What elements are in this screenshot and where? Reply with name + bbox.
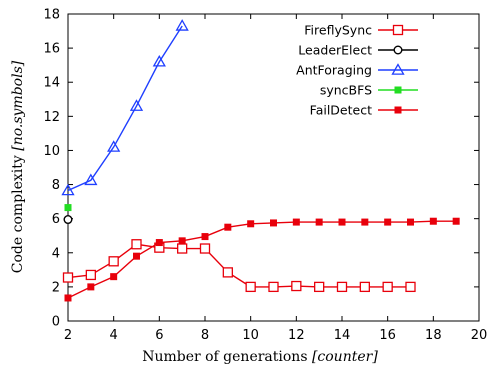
- x-axis-title-unit: [counter]: [312, 349, 378, 365]
- data-point-fireflysync: [336, 281, 348, 293]
- legend-label-fireflysync: FireflySync: [304, 23, 372, 38]
- data-point-faildetect: [201, 233, 209, 241]
- legend-label-leaderelect: LeaderElect: [298, 43, 372, 58]
- data-point-syncbfs: [64, 204, 72, 212]
- series-antforaging: [61, 19, 189, 196]
- data-point-fireflysync: [222, 267, 233, 278]
- series-line-fireflysync: [67, 243, 411, 288]
- data-point-fireflysync: [314, 281, 325, 293]
- y-tick-label: 18: [43, 8, 60, 23]
- data-point-faildetect: [270, 219, 277, 227]
- data-point-faildetect: [292, 218, 300, 226]
- y-tick-label: 8: [52, 178, 60, 193]
- data-point-faildetect: [384, 218, 392, 226]
- data-point-fireflysync: [108, 256, 119, 267]
- data-point-fireflysync: [245, 281, 256, 293]
- legend-label-faildetect: FailDetect: [310, 103, 372, 118]
- series-line-antforaging: [67, 25, 183, 192]
- x-tick-label: 2: [64, 328, 72, 343]
- data-point-antforaging: [84, 173, 98, 186]
- data-point-faildetect: [155, 239, 163, 247]
- y-tick-label: 4: [52, 246, 60, 261]
- data-point-leaderelect: [63, 215, 73, 225]
- data-point-faildetect: [110, 273, 118, 281]
- x-axis-title: Number of generations [counter]: [142, 349, 378, 365]
- x-tick-label: 4: [110, 328, 118, 343]
- data-point-faildetect: [452, 217, 460, 225]
- series-leaderelect: [63, 215, 73, 225]
- x-tick-label: 14: [334, 328, 351, 343]
- y-tick-label: 6: [52, 212, 60, 227]
- series-fireflysync: [62, 239, 416, 293]
- data-point-faildetect: [361, 218, 369, 226]
- series-layer: [61, 19, 460, 302]
- legend-marker-leaderelect: [393, 45, 403, 55]
- legend-marker-antforaging: [391, 63, 405, 75]
- data-point-faildetect: [64, 294, 72, 302]
- x-axis-title-text: Number of generations: [142, 349, 312, 365]
- data-point-fireflysync: [85, 269, 96, 281]
- series-faildetect: [64, 217, 460, 302]
- data-point-fireflysync: [177, 243, 188, 254]
- x-tick-label: 10: [242, 328, 259, 343]
- y-tick-label: 2: [52, 280, 60, 295]
- data-point-antforaging: [61, 183, 75, 196]
- data-point-antforaging: [129, 99, 144, 111]
- legend-marker-faildetect: [394, 106, 402, 114]
- legend-label-antforaging: AntForaging: [296, 63, 372, 78]
- data-point-fireflysync: [405, 281, 416, 293]
- data-point-faildetect: [133, 252, 140, 260]
- legend: FireflySync LeaderElect AntForaging syncBFS…: [296, 23, 418, 118]
- y-tick-label: 12: [43, 110, 60, 125]
- data-point-faildetect: [87, 283, 95, 291]
- y-tick-label: 10: [43, 144, 60, 159]
- series-line-faildetect: [67, 220, 457, 299]
- data-point-faildetect: [407, 218, 414, 226]
- x-tick-label: 18: [425, 328, 442, 343]
- data-point-fireflysync: [268, 281, 279, 293]
- x-tick-label: 20: [471, 328, 488, 343]
- plot-frame: [67, 13, 480, 322]
- data-point-fireflysync: [131, 239, 142, 250]
- data-point-faildetect: [315, 218, 323, 226]
- data-point-fireflysync: [199, 243, 211, 254]
- y-tick-label: 14: [43, 76, 60, 91]
- series-syncbfs: [64, 204, 72, 212]
- data-point-fireflysync: [291, 280, 302, 292]
- data-point-antforaging: [175, 19, 189, 31]
- y-tick-label: 16: [43, 42, 60, 57]
- x-tick-label: 16: [379, 328, 396, 343]
- data-point-fireflysync: [62, 272, 74, 283]
- data-point-faildetect: [247, 220, 255, 228]
- data-point-faildetect: [224, 223, 232, 231]
- y-axis-title-text: Code complexity: [10, 151, 26, 273]
- legend-marker-syncbfs: [394, 86, 402, 94]
- data-point-faildetect: [429, 217, 437, 225]
- y-axis-title-unit: [no.symbols]: [10, 60, 26, 151]
- legend-marker-fireflysync: [392, 24, 404, 36]
- legend-label-syncbfs: syncBFS: [320, 83, 372, 98]
- x-tick-label: 6: [155, 328, 163, 343]
- x-tick-label: 8: [201, 328, 209, 343]
- data-point-faildetect: [178, 237, 186, 245]
- data-point-fireflysync: [359, 281, 370, 293]
- data-point-antforaging: [152, 54, 166, 67]
- y-tick-label: 0: [52, 315, 60, 330]
- data-point-antforaging: [107, 140, 121, 152]
- data-point-faildetect: [338, 218, 346, 226]
- y-axis-title: Code complexity [no.symbols]: [10, 60, 26, 273]
- x-tick-label: 12: [288, 328, 305, 343]
- data-point-fireflysync: [382, 281, 393, 293]
